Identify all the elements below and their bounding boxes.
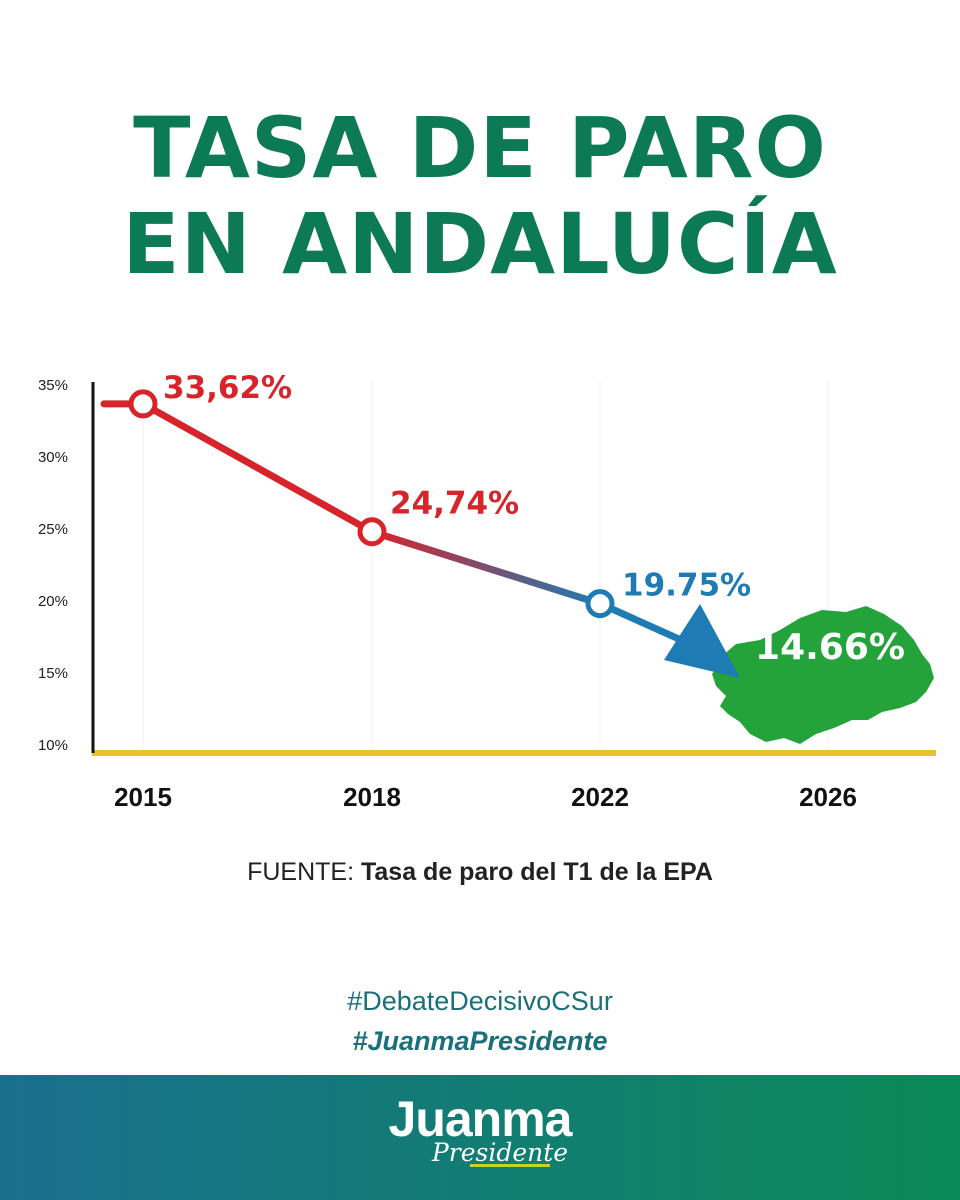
data-value-label: 14.66%: [755, 627, 905, 668]
x-tick-label: 2022: [571, 782, 629, 812]
footer-banner: [0, 1075, 960, 1200]
data-point-marker: [128, 389, 158, 419]
data-value-label: 19.75%: [622, 568, 751, 604]
brand-logo-name: Juanma: [388, 1091, 573, 1147]
series-line-segment: [139, 400, 376, 536]
series-line-projection: [596, 600, 694, 648]
title-line-2: EN ANDALUCÍA: [122, 195, 838, 293]
data-value-label: 33,62%: [163, 370, 292, 406]
data-point-marker: [357, 517, 387, 547]
brand-underline: [470, 1164, 550, 1167]
source-note: FUENTE: Tasa de paro del T1 de la EPA: [0, 858, 960, 887]
y-tick-label: 20%: [38, 593, 68, 610]
data-value-label: 24,74%: [390, 486, 519, 522]
x-tick-label: 2015: [114, 782, 172, 812]
x-tick-label: 2018: [343, 782, 401, 812]
brand-logo-subtitle: Presidente: [431, 1138, 569, 1167]
y-tick-label: 25%: [38, 521, 68, 538]
data-point-marker: [585, 589, 615, 619]
hashtag-debate[interactable]: #DebateDecisivoCSur: [347, 986, 613, 1016]
page-title: TASA DE PARO EN ANDALUCÍA: [0, 100, 960, 292]
x-tick-label: 2026: [799, 782, 857, 812]
y-tick-label: 35%: [38, 377, 68, 394]
y-tick-label: 10%: [38, 737, 68, 754]
andalucia-map: [712, 606, 934, 744]
source-prefix: FUENTE:: [247, 858, 355, 886]
source-text: Tasa de paro del T1 de la EPA: [360, 858, 713, 886]
title-line-1: TASA DE PARO: [133, 99, 827, 197]
hashtag-juanma[interactable]: #JuanmaPresidente: [352, 1026, 608, 1056]
y-tick-label: 30%: [38, 449, 68, 466]
y-tick-label: 15%: [38, 665, 68, 682]
series-line-segment: [368, 528, 604, 608]
arrow-head: [664, 604, 740, 678]
unemployment-chart: 35% 30% 25% 20% 15% 10% 33,62% 24,74% 19.75%14.…: [38, 370, 936, 812]
